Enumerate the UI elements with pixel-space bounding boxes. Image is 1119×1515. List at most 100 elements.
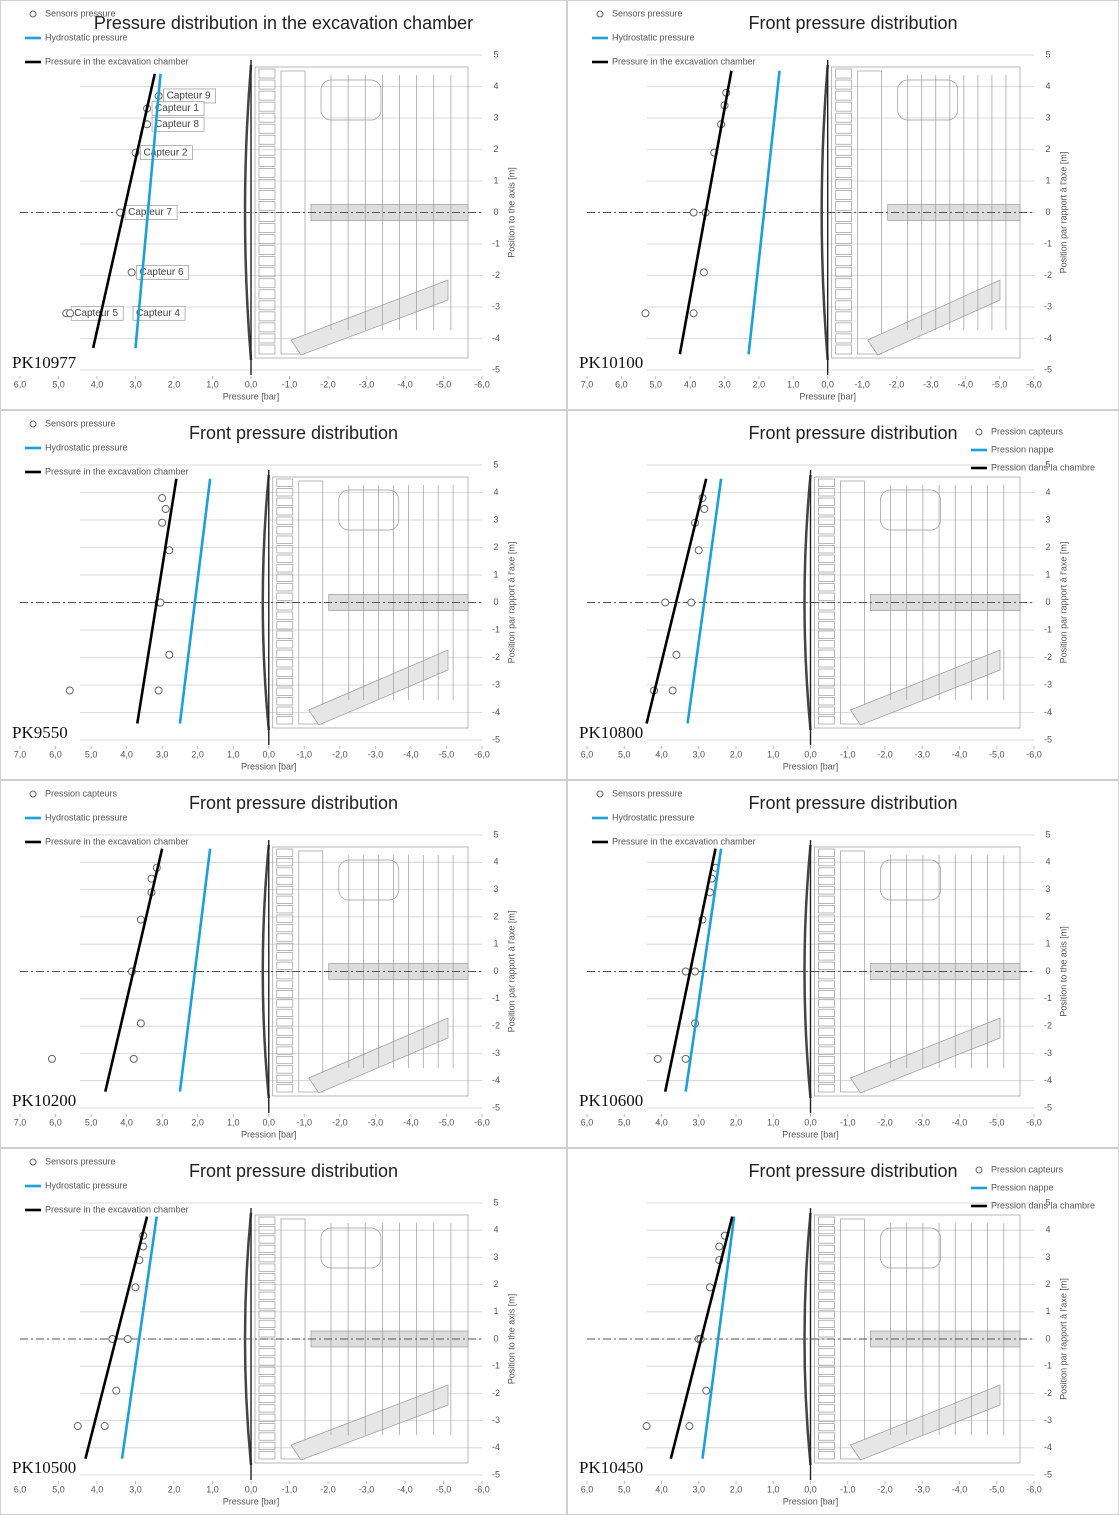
x-tick-label: -3,0 bbox=[914, 1117, 930, 1127]
y-tick-label: 1 bbox=[1045, 569, 1050, 579]
y-tick-label: -2 bbox=[1044, 652, 1052, 662]
sensor-point bbox=[642, 1422, 651, 1431]
x-tick-label: 1,0 bbox=[767, 1117, 780, 1127]
cutter-slot bbox=[276, 564, 294, 573]
y-tick-label: 3 bbox=[1045, 514, 1050, 524]
cutter-slot bbox=[835, 123, 853, 134]
cutter-slot bbox=[276, 630, 294, 639]
cutter-slot bbox=[276, 497, 294, 506]
cutter-slot bbox=[258, 333, 276, 344]
legend-label: Pressure in the excavation chamber bbox=[45, 836, 189, 846]
chart-title: Front pressure distribution bbox=[748, 13, 957, 33]
sensor-point bbox=[136, 915, 145, 924]
y-tick-label: 2 bbox=[1045, 911, 1050, 921]
sensor-point bbox=[668, 686, 677, 695]
x-tick-label: 2,0 bbox=[730, 749, 743, 759]
y-tick-label: -3 bbox=[492, 301, 500, 311]
cutter-slot bbox=[818, 1291, 835, 1300]
cutter-slot bbox=[258, 1394, 276, 1404]
x-tick-label: 5,0 bbox=[650, 379, 663, 389]
x-tick-label: 4,0 bbox=[655, 1117, 668, 1127]
sensor-point bbox=[123, 1335, 132, 1343]
cutter-slot bbox=[258, 1226, 276, 1235]
y-tick-label: 5 bbox=[1045, 49, 1050, 59]
cutter-slot bbox=[276, 697, 294, 706]
cutter-slot bbox=[818, 895, 835, 904]
y-tick-label: 3 bbox=[493, 514, 498, 524]
cutter-slot bbox=[258, 1216, 276, 1225]
cutter-slot bbox=[818, 1282, 835, 1291]
x-tick-label: 0,0 bbox=[263, 749, 276, 759]
y-tick-label: 3 bbox=[493, 884, 498, 894]
cutter-slot bbox=[818, 1027, 835, 1036]
cutter-slot bbox=[818, 1348, 835, 1357]
legend-label: Pressure in the excavation chamber bbox=[45, 1204, 189, 1214]
cutter-slot bbox=[818, 942, 835, 952]
x-tick-label: 0,0 bbox=[804, 749, 817, 759]
cutter-slot bbox=[276, 573, 294, 582]
x-tick-label: -4,0 bbox=[952, 1117, 968, 1127]
motor-top bbox=[320, 1227, 382, 1269]
cutter-slot bbox=[818, 1423, 835, 1432]
cutter-slot bbox=[818, 583, 835, 592]
cutter-slot bbox=[818, 1263, 835, 1272]
legend-label: Sensors pressure bbox=[45, 1156, 116, 1166]
cutter-slot bbox=[258, 90, 276, 101]
y-tick-label: 4 bbox=[1045, 1225, 1050, 1235]
y-tick-label: -1 bbox=[492, 238, 500, 248]
cutter-slot bbox=[835, 79, 853, 90]
y-tick-label: 5 bbox=[1045, 829, 1050, 839]
y-tick-label: -5 bbox=[492, 1469, 500, 1479]
cutter-slot bbox=[276, 602, 294, 611]
sensor-point bbox=[672, 650, 681, 659]
chart-title: Front pressure distribution bbox=[748, 793, 957, 813]
pressure-line bbox=[747, 70, 781, 355]
cutter-slot bbox=[818, 1357, 835, 1366]
cutter-slot bbox=[818, 980, 835, 989]
y-tick-label: 5 bbox=[493, 1197, 498, 1207]
y-tick-label: -5 bbox=[1044, 1469, 1052, 1479]
machine-drawing bbox=[803, 844, 1021, 1099]
pressure-line bbox=[686, 478, 723, 724]
legend-symbol bbox=[975, 1166, 983, 1174]
y-tick-label: 3 bbox=[1045, 112, 1050, 122]
cutter-slot bbox=[818, 554, 835, 563]
sensor-point bbox=[700, 505, 709, 513]
y-tick-label: 0 bbox=[1045, 597, 1050, 607]
y-tick-label: 0 bbox=[493, 1333, 498, 1343]
x-tick-label: -2,0 bbox=[320, 379, 336, 389]
x-axis-label: Pression [bar] bbox=[783, 761, 839, 771]
cutter-slot bbox=[276, 668, 294, 677]
x-tick-label: 2,0 bbox=[191, 749, 204, 759]
cutter-slot bbox=[258, 1348, 276, 1357]
x-tick-label: -2,0 bbox=[889, 379, 905, 389]
sensor-point bbox=[702, 1386, 711, 1395]
cutter-slot bbox=[818, 1385, 835, 1394]
cutter-slot bbox=[818, 858, 835, 867]
legend-label: Pressure in the excavation chamber bbox=[45, 56, 189, 66]
cutter-slot bbox=[276, 961, 294, 970]
y-axis-label: Position par rapport à l'axe [m] bbox=[1058, 542, 1068, 664]
y-axis-label: Position to the axis [m] bbox=[1058, 926, 1068, 1017]
x-tick-label: 4,0 bbox=[120, 1117, 133, 1127]
sensor-point bbox=[100, 1422, 109, 1431]
sensor-point bbox=[131, 1283, 140, 1292]
cutter-slot bbox=[276, 971, 294, 980]
x-tick-label: 3,0 bbox=[692, 1117, 705, 1127]
x-tick-label: 4,0 bbox=[120, 749, 133, 759]
x-tick-label: -1,0 bbox=[282, 379, 298, 389]
sensor-point bbox=[161, 505, 170, 513]
y-tick-label: 2 bbox=[1045, 144, 1050, 154]
cutter-slot bbox=[818, 1310, 835, 1319]
x-tick-label: -4,0 bbox=[952, 749, 968, 759]
y-tick-label: -1 bbox=[1044, 993, 1052, 1003]
x-tick-label: 6,0 bbox=[581, 1117, 594, 1127]
sensor-point bbox=[661, 598, 670, 607]
cutter-slot bbox=[258, 1376, 276, 1385]
y-tick-label: -4 bbox=[492, 1442, 500, 1452]
x-tick-label: 6,0 bbox=[49, 749, 62, 759]
x-tick-label: 0,0 bbox=[263, 1117, 276, 1127]
x-tick-label: -3,0 bbox=[368, 749, 384, 759]
cutter-slot bbox=[818, 621, 835, 630]
y-tick-label: -3 bbox=[492, 679, 500, 689]
